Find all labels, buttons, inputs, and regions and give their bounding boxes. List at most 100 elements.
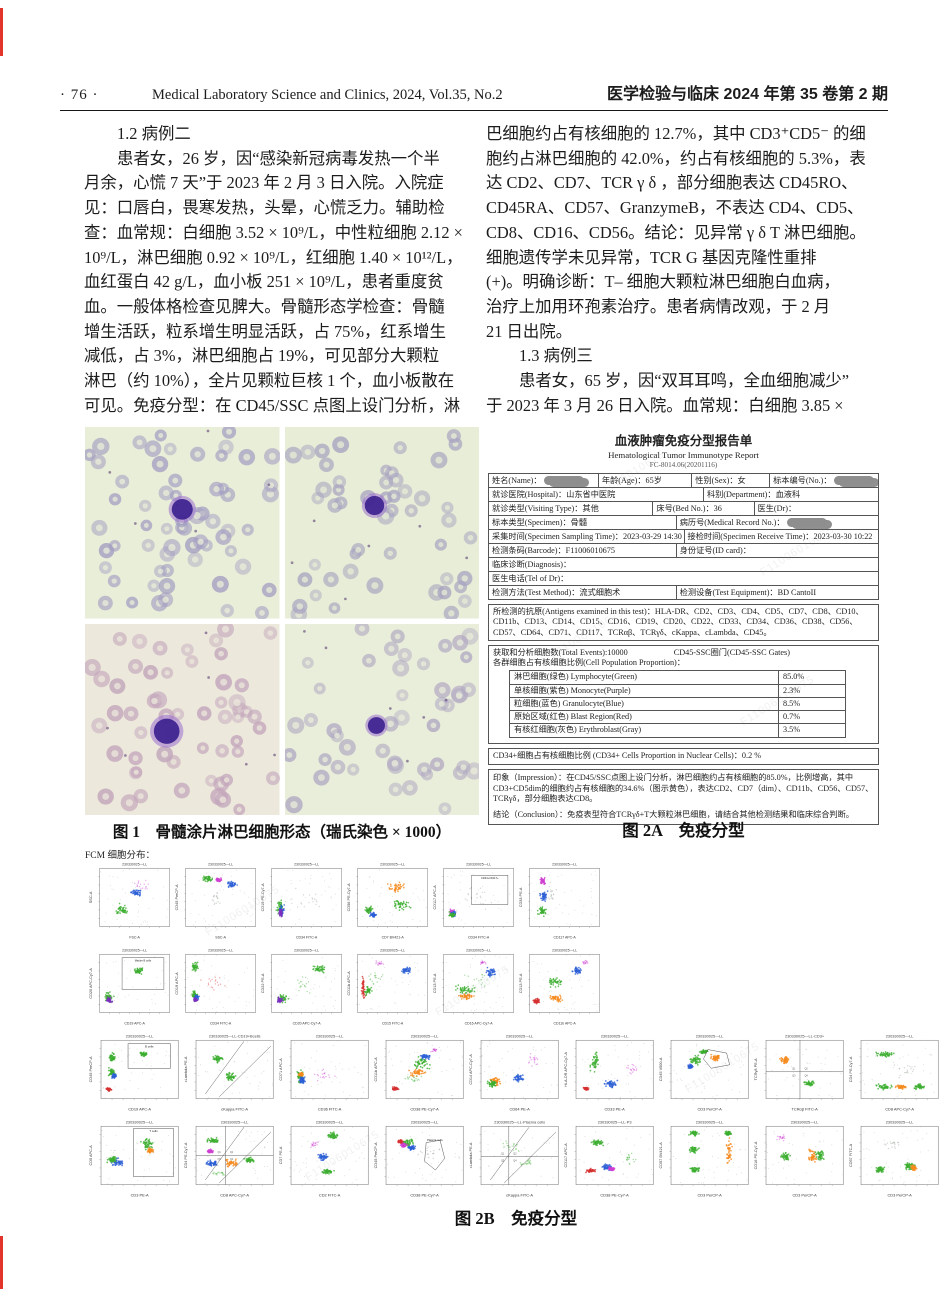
fcm-row-4: 230330025—LL CD3 PE-A CD5 APC-A T cells 2303…	[88, 1118, 941, 1202]
redaction-blob	[833, 476, 874, 486]
report-cell: 就诊类型(Visiting Type)：其他	[489, 502, 652, 515]
report-row: 检测条码(Barcode)：F11006010675 身份证号(ID card)：	[489, 543, 878, 557]
report-field: 床号(Bed No.)：36	[656, 503, 722, 513]
svg-text:HLA-DR APC-Cy7-A: HLA-DR APC-Cy7-A	[563, 1052, 568, 1087]
report-field: 检测条码(Barcode)：F11006010675	[492, 545, 615, 555]
svg-text:Q4: Q4	[805, 1075, 809, 1077]
svg-text:CD56 PE-Cy7-A: CD56 PE-Cy7-A	[347, 883, 351, 911]
fcm-scatter-plot: 230330025—LL-CD3+ TCRαβ FITC-A TCRγδ PE-A Q…	[753, 1034, 844, 1112]
text-line: 可见。免疫分型：在 CD45/SSC 点图上设门分析，淋	[84, 395, 461, 415]
population-value: 8.5%	[783, 698, 801, 708]
svg-text:CD45 PerCP-A: CD45 PerCP-A	[175, 884, 179, 910]
text-line: 增生活跃，粒系增生明显活跃，占 75%，红系增生	[84, 321, 446, 341]
svg-text:CD19 APC-A: CD19 APC-A	[128, 1107, 151, 1112]
fcm-scatter-plot: 230330025—LL CD20 APC-Cy7-A CD22 PE-A	[261, 949, 342, 1026]
journal-title-cn: 医学检验与临床 2024 年第 35 卷第 2 期	[607, 86, 888, 103]
svg-text:CD7 BV421-A: CD7 BV421-A	[382, 935, 405, 939]
svg-text:CD16 APC-Cy7-A: CD16 APC-Cy7-A	[465, 1021, 493, 1025]
report-cell: 医生电话(Tel of Dr)：	[489, 572, 878, 585]
text-line: CD45RA、CD57、GranzymeB，不表达 CD4、CD5、	[486, 198, 864, 218]
page-edge-mark-top	[0, 8, 3, 56]
svg-text:230330025—LL: 230330025—LL	[294, 949, 319, 953]
figure1-micrograph-grid	[85, 427, 479, 815]
report-field: 病历号(Medical Record No.)：	[679, 517, 785, 527]
svg-text:CD13 PE-A: CD13 PE-A	[433, 973, 437, 993]
redaction-blob	[786, 518, 827, 528]
body-column-right: 巴细胞约占有核细胞的 12.7%，其中 CD3⁺CD5⁻ 的细 胞约占淋巴细胞的 …	[486, 122, 882, 418]
svg-text:230330025—LL: 230330025—LL	[886, 1034, 915, 1039]
svg-text:230330025—LL: 230330025—LL	[466, 949, 491, 953]
svg-text:230330025—LL: 230330025—LL	[380, 863, 405, 867]
text-line: 患者女，65 岁，因“双耳耳鸣，全血细胞减少”	[519, 371, 850, 391]
svg-text:230330025—LL: 230330025—LL	[466, 863, 491, 867]
micrograph	[85, 427, 280, 619]
population-value: 0.7%	[783, 712, 801, 721]
svg-text:CD8 APC-Cy7-A: CD8 APC-Cy7-A	[885, 1107, 914, 1112]
report-cell: 标本类型(Specimen)：骨髓	[489, 516, 676, 529]
report-field: 医生电话(Tel of Dr)：	[492, 573, 569, 583]
report-row: 临床诊断(Diagnosis)：	[489, 557, 878, 571]
svg-text:CD71 APC-A: CD71 APC-A	[278, 1058, 283, 1081]
report-field: 标本编号(No.)：	[773, 475, 832, 485]
journal-title-en: Medical Laboratory Science and Clinics, …	[152, 87, 503, 103]
page-number: · 76 ·	[60, 87, 99, 103]
svg-text:Q3: Q3	[792, 1075, 796, 1077]
fcm-row-3: 230330025—LL CD19 APC-A CD45 PerCP-A B cell…	[88, 1032, 941, 1116]
svg-text:SSC-A: SSC-A	[215, 935, 226, 939]
text-line: 10⁹/L，淋巴细胞 0.92 × 10⁹/L，红细胞 1.40 × 10¹²/…	[84, 247, 463, 267]
svg-text:CD11b APC-A: CD11b APC-A	[347, 971, 351, 996]
svg-text:CD14 APC-Cy7-A: CD14 APC-Cy7-A	[468, 1054, 473, 1085]
svg-text:cLambda PE-A: cLambda PE-A	[183, 1056, 188, 1082]
svg-text:230330025—LL: 230330025—LL	[122, 949, 147, 953]
svg-text:TCRαβ FITC-A: TCRαβ FITC-A	[792, 1107, 819, 1112]
header-rule	[60, 110, 888, 111]
population-value: 85.0%	[783, 672, 805, 682]
svg-text:230330025—LL: 230330025—LL	[506, 1034, 535, 1039]
immunotype-report: 血液肿瘤免疫分型报告单 Hematological Tumor Immunoty…	[488, 430, 879, 826]
micrograph	[284, 623, 479, 815]
svg-text:CD15 FITC-A: CD15 FITC-A	[382, 1021, 404, 1025]
fcm-row-1: 230330025—LL FSC-A SSC-A 230330025—LL SSC-A C…	[88, 860, 602, 944]
report-cell: 标本编号(No.)：	[769, 474, 878, 487]
report-cell: 身份证号(ID card)：	[675, 544, 878, 557]
fcm-scatter-plot: 230330025—LL CD34 FITC-A CD19 PE-Cy7-A	[261, 863, 342, 940]
report-row: 标本类型(Specimen)：骨髓 病历号(Medical Record No.)…	[489, 515, 878, 529]
svg-text:CD34+CD117+: CD34+CD117+	[481, 876, 499, 880]
svg-text:CD22 PE-A: CD22 PE-A	[261, 973, 265, 993]
report-cell: 姓名(Name)：	[489, 474, 598, 487]
svg-text:CD117 APC-A: CD117 APC-A	[433, 885, 437, 910]
text-line: CD8、CD16、CD56。结论：见异常 γ δ T 淋巴细胞。	[486, 222, 866, 242]
report-field: 年龄(Age)：65岁	[601, 475, 662, 485]
fcm-scatter-plot: 230330025—LL CD11b APC-A CD13 PE-A	[519, 949, 600, 1026]
report-row: 采集时间(Specimen Sampling Time)：2023-03-29 …	[489, 529, 878, 543]
page-header: · 76 · Medical Laboratory Science and Cl…	[60, 80, 888, 104]
report-cell: 年龄(Age)：65岁	[597, 474, 691, 487]
report-row: 检测方法(Test Method)：流式细胞术 检测设备(Test Equipme…	[489, 585, 878, 599]
text-line: 患者女，26 岁，因“感染新冠病毒发热一个半	[117, 148, 440, 168]
report-field: 姓名(Name)：	[492, 475, 542, 485]
report-cell: 性别(Sex)：女	[691, 474, 769, 487]
text-line: 减低，占 3%，淋巴细胞占 19%，可见部分大颗粒	[84, 346, 440, 366]
conclusion-text: 结论（Conclusion）：免疫表型符合TCRγδ+T大颗粒淋巴细胞，请结合其…	[493, 810, 854, 820]
text-line: 查：血常规：白细胞 3.52 × 10⁹/L，中性粒细胞 2.12 ×	[84, 222, 463, 242]
fcm-scatter-plot: 230330025—LL CD117 APC-A CD33 PE-A	[519, 863, 600, 940]
report-cell: 接检时间(Specimen Receive Time)：2023-03-30 1…	[683, 530, 879, 543]
report-cell: 科别(Department)：血液科	[702, 488, 878, 501]
population-name: 单核细胞(紫色) Monocyte(Purple)	[510, 684, 779, 697]
svg-text:cKappa FITC-A: cKappa FITC-A	[221, 1107, 248, 1112]
report-info-table: 姓名(Name)： 年龄(Age)：65岁 性别(Sex)：女 标本编号(No.)： 就…	[488, 473, 879, 600]
report-cd34-line: CD34+细胞占有核细胞比例 (CD34+ Cells Proportion i…	[488, 747, 879, 765]
text-line: 胞约占淋巴细胞的 42.0%，约占有核细胞的 5.3%，表	[486, 148, 866, 168]
report-row: 就诊类型(Visiting Type)：其他 床号(Bed No.)：36 医生(D…	[489, 501, 878, 515]
svg-text:B cells: B cells	[145, 1044, 154, 1048]
svg-text:CD20 APC-Cy7-A: CD20 APC-Cy7-A	[293, 1021, 321, 1025]
fcm-scatter-plot: 230330025—LL CD16 APC-Cy7-A CD13 PE-A	[433, 949, 514, 1026]
svg-text:CD19 APC-A: CD19 APC-A	[124, 1021, 145, 1025]
report-field: 检测设备(Test Equipment)：BD CantoII	[679, 587, 817, 597]
fcm-scatter-plot: 230330025—LL FSC-A SSC-A	[89, 863, 170, 940]
